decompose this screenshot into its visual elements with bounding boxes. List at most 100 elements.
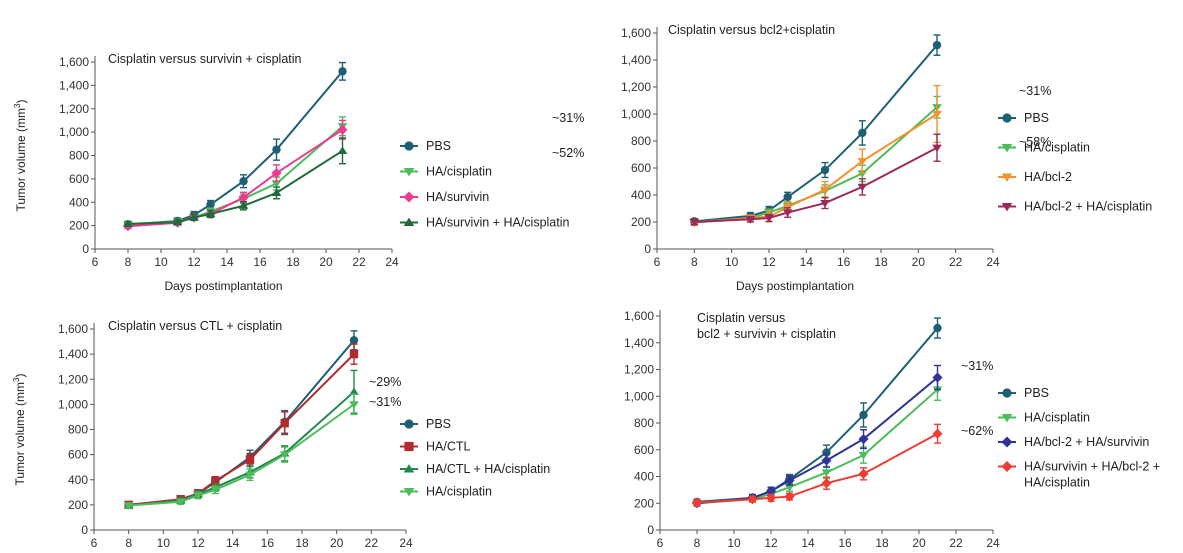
x-tick-label: 20 (319, 255, 333, 269)
series-ha-survivin-ha-cisplatin (123, 137, 348, 228)
y-tick-label: 1,000 (624, 389, 654, 403)
y-tick-label: 400 (634, 470, 654, 484)
y-tick-label: 1,400 (624, 336, 654, 350)
y-tick-label: 800 (631, 134, 651, 148)
panel-title: bcl2 + survivin + cisplatin (697, 327, 836, 341)
x-tick-label: 24 (385, 255, 399, 269)
data-point (238, 192, 249, 203)
x-tick-label: 6 (654, 255, 661, 269)
legend-marker (1001, 173, 1013, 182)
x-tick-label: 12 (764, 536, 778, 550)
data-point (175, 498, 186, 507)
legend: PBS HA/cisplatin HA/bcl-2 HA/bcl-2 + HA/cis… (998, 111, 1152, 214)
legend-label: HA/cisplatin (1024, 411, 1090, 425)
data-point (747, 494, 758, 505)
y-tick-label: 1,600 (59, 55, 89, 69)
data-point (349, 336, 359, 345)
legend-marker (1001, 203, 1013, 212)
y-tick-label: 800 (68, 423, 88, 437)
y-tick-label: 600 (68, 448, 88, 462)
percent-annotation: ~31% (369, 395, 401, 409)
percent-annotation: ~29% (369, 375, 401, 389)
data-point (280, 419, 289, 428)
data-point (858, 434, 869, 445)
data-point (745, 216, 756, 224)
data-point (932, 110, 942, 119)
data-point (858, 451, 869, 460)
data-point (784, 484, 795, 492)
data-point (822, 448, 831, 457)
legend: PBS HA/cisplatin HA/survivin HA/survivin + … (400, 139, 569, 230)
x-tick-label: 24 (986, 536, 1000, 550)
x-tick-label: 18 (875, 536, 889, 550)
series-line (128, 403, 355, 507)
y-tick-label: 800 (634, 416, 654, 430)
legend-marker (1002, 113, 1012, 123)
y-tick-label: 1,200 (621, 80, 651, 94)
y-tick-label: 0 (647, 523, 654, 537)
percent-annotation: ~52% (552, 146, 584, 160)
legend-marker (403, 191, 415, 203)
data-point (858, 468, 869, 479)
series-line (127, 128, 344, 228)
x-tick-label: 24 (399, 536, 413, 550)
y-axis-label-close: ) (13, 373, 27, 377)
x-tick-label: 16 (253, 255, 267, 269)
legend-marker (403, 168, 415, 177)
x-tick-label: 24 (986, 255, 1000, 269)
percent-annotation: ~62% (961, 424, 993, 438)
y-tick-label: 600 (634, 443, 654, 457)
x-tick-label: 20 (330, 536, 344, 550)
panel-title: Cisplatin versus (697, 311, 785, 325)
data-point (857, 183, 868, 192)
legend-label: HA/CTL (426, 440, 471, 454)
y-tick-label: 600 (69, 172, 89, 186)
x-tick-label: 18 (874, 255, 888, 269)
data-point (349, 387, 359, 395)
panel-title: Cisplatin versus bcl2+cisplatin (668, 23, 835, 37)
chart-panel-1: 6 8 10 12 14 16 18 20 22 24 0 200 400 600 800 1,000 1,20… (13, 52, 584, 293)
data-point (932, 40, 942, 50)
y-tick-label: 200 (631, 215, 651, 229)
x-tick-label: 20 (912, 255, 926, 269)
legend-label: PBS (426, 417, 451, 431)
legend-marker (403, 488, 415, 497)
data-point (932, 428, 943, 439)
legend-label: HA/survivin (426, 190, 489, 204)
series-ha-cisplatin (123, 393, 359, 510)
data-point (784, 475, 795, 486)
y-tick-label: 200 (69, 219, 89, 233)
x-tick-label: 12 (191, 536, 205, 550)
data-point (239, 177, 248, 186)
x-tick-label: 6 (91, 536, 98, 550)
x-tick-label: 14 (800, 255, 814, 269)
x-tick-label: 20 (912, 536, 926, 550)
data-point (206, 200, 215, 209)
legend-label: PBS (1024, 111, 1049, 125)
data-point (172, 217, 183, 226)
y-tick-label: 1,000 (621, 107, 651, 121)
y-tick-label: 1,000 (58, 397, 88, 411)
y-tick-label: 1,600 (58, 322, 88, 336)
legend-marker (1001, 414, 1013, 423)
legend: PBS HA/cisplatin HA/bcl-2 + HA/survivin HA/… (998, 386, 1160, 490)
y-tick-label: 0 (81, 523, 88, 537)
chart-panel-3: 6 8 10 12 14 16 18 20 22 24 0 200 400 600 800 1,000 1,20… (12, 319, 550, 550)
x-tick-label: 10 (157, 536, 171, 550)
x-tick-label: 22 (949, 255, 963, 269)
series-pbs (692, 317, 942, 507)
data-point (245, 471, 255, 480)
y-axis-label-superscript: 3 (13, 103, 22, 108)
y-tick-label: 400 (68, 473, 88, 487)
data-point (211, 476, 220, 486)
legend-marker (404, 141, 414, 151)
legend-marker (1002, 388, 1012, 398)
x-tick-label: 16 (261, 536, 275, 550)
y-tick-label: 400 (69, 195, 89, 209)
legend-label: HA/survivin + HA/bcl-2 + (1024, 460, 1160, 474)
x-tick-label: 16 (838, 536, 852, 550)
legend-marker (404, 441, 414, 452)
y-tick-label: 600 (631, 161, 651, 175)
legend-label: HA/survivin + HA/cisplatin (426, 216, 569, 230)
